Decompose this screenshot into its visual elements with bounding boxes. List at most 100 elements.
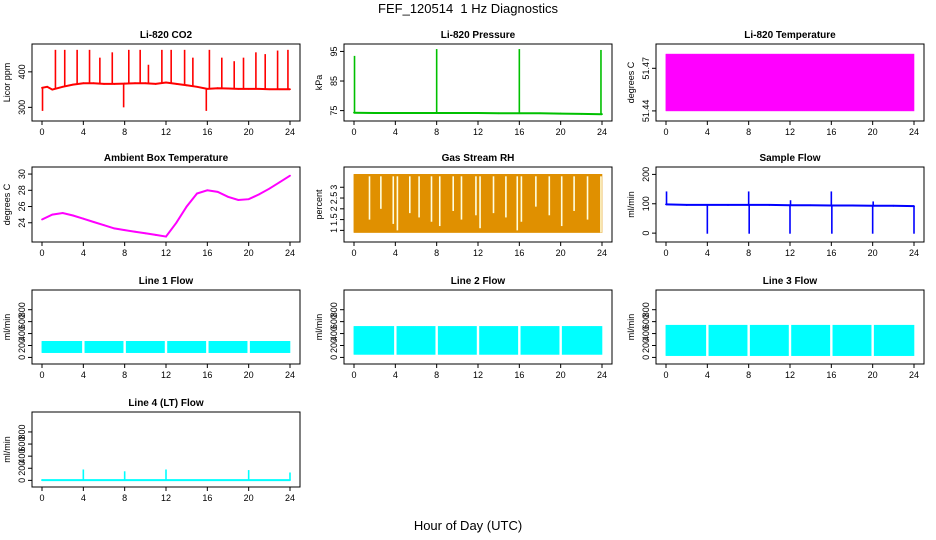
- x-tick-label: 8: [434, 127, 439, 137]
- chart-panel: Line 4 (LT) Flow 0 4 8 12 16 20 24 0 200400600800…: [2, 398, 301, 503]
- data-point: [154, 234, 157, 236]
- y-tick-label: 600: [17, 314, 27, 329]
- data-point: [394, 112, 397, 114]
- x-tick-label: 24: [909, 127, 919, 137]
- data-gap: [164, 340, 168, 354]
- data-point: [727, 204, 729, 206]
- y-tick-label: 600: [329, 314, 339, 329]
- data-point: [268, 88, 271, 91]
- data-point: [144, 232, 147, 235]
- data-point: [539, 112, 541, 115]
- y-tick-label: 100: [641, 196, 651, 211]
- series-group: [353, 325, 603, 356]
- x-tick-label: 4: [705, 127, 710, 137]
- x-tick-label: 12: [785, 248, 795, 258]
- x-tick-label: 20: [868, 370, 878, 380]
- data-point: [61, 85, 64, 88]
- x-tick-label: 24: [597, 127, 607, 137]
- data-point: [113, 83, 116, 85]
- x-tick-label: 8: [434, 370, 439, 380]
- y-axis-label: percent: [314, 189, 324, 220]
- data-gap: [747, 324, 750, 357]
- x-tick-label: 8: [122, 493, 127, 503]
- data-point: [497, 112, 500, 115]
- y-tick-label: 2: [329, 206, 339, 211]
- x-tick-label: 24: [909, 370, 919, 380]
- x-tick-label: 16: [514, 248, 524, 258]
- chart-title: Line 4 (LT) Flow: [128, 398, 204, 409]
- x-tick-label: 4: [705, 370, 710, 380]
- data-point: [258, 87, 260, 90]
- chart-panel: Li-820 CO2 0 4 8 12 16 20 24 300 400 Licor ppm: [2, 30, 301, 137]
- x-tick-label: 0: [351, 248, 356, 258]
- data-point: [237, 87, 240, 90]
- x-tick-label: 8: [746, 127, 751, 137]
- x-tick-label: 16: [202, 127, 212, 137]
- x-tick-label: 24: [285, 248, 295, 258]
- y-tick-label: 800: [641, 302, 651, 317]
- x-tick-label: 4: [81, 248, 86, 258]
- data-point: [134, 82, 136, 85]
- x-tick-label: 0: [351, 127, 356, 137]
- y-tick-label: 1.5: [329, 213, 339, 226]
- data-point: [175, 221, 178, 224]
- data-point: [113, 227, 116, 230]
- data-point: [373, 112, 376, 114]
- x-tick-label: 16: [514, 370, 524, 380]
- data-point: [196, 85, 198, 88]
- series-group: [665, 324, 915, 357]
- x-tick-label: 0: [663, 370, 668, 380]
- y-tick-label: 200: [641, 338, 651, 353]
- x-tick-label: 4: [81, 493, 86, 503]
- data-point: [175, 83, 178, 85]
- x-tick-label: 20: [556, 248, 566, 258]
- y-tick-label: 0: [641, 355, 651, 360]
- data-point: [247, 198, 250, 201]
- data-point: [289, 174, 291, 177]
- x-tick-label: 12: [785, 370, 795, 380]
- x-tick-label: 0: [663, 248, 668, 258]
- chart-title: Sample Flow: [759, 153, 820, 164]
- series-group: [665, 191, 915, 234]
- x-tick-label: 8: [122, 370, 127, 380]
- y-tick-label: 95: [329, 46, 339, 56]
- data-gap: [830, 324, 833, 357]
- x-tick-label: 24: [597, 248, 607, 258]
- data-point: [258, 193, 260, 196]
- x-tick-label: 16: [826, 127, 836, 137]
- y-axis-label: kPa: [314, 75, 324, 91]
- data-gap: [559, 325, 562, 356]
- data-gap: [788, 324, 792, 357]
- data-point: [580, 112, 583, 115]
- y-tick-label: 800: [17, 302, 27, 317]
- data-point: [72, 214, 74, 217]
- y-tick-label: 600: [641, 314, 651, 329]
- chart-title: Li-820 CO2: [140, 30, 193, 41]
- data-point: [165, 81, 167, 84]
- data-point: [92, 82, 95, 85]
- x-tick-label: 20: [556, 370, 566, 380]
- x-tick-label: 4: [81, 127, 86, 137]
- x-tick-label: 4: [393, 248, 398, 258]
- y-axis-label: degrees C: [626, 61, 636, 103]
- x-tick-label: 12: [785, 127, 795, 137]
- y-tick-label: 51.44: [641, 100, 651, 123]
- data-point: [154, 83, 157, 85]
- data-point: [559, 112, 562, 115]
- plot-frame: [343, 43, 613, 122]
- x-tick-label: 4: [81, 370, 86, 380]
- data-point: [278, 88, 281, 91]
- data-point: [809, 204, 812, 207]
- y-tick-label: 800: [329, 302, 339, 317]
- y-tick-label: 0: [641, 231, 651, 236]
- chart-title: Li-820 Pressure: [441, 30, 516, 41]
- data-point: [278, 181, 281, 184]
- y-tick-label: 200: [329, 338, 339, 353]
- y-axis-label: ml/min: [626, 314, 636, 341]
- data-point: [103, 224, 105, 227]
- x-tick-label: 24: [285, 127, 295, 137]
- data-point: [72, 83, 74, 86]
- series-group: [41, 174, 291, 238]
- x-axis-label: Hour of Day (UTC): [413, 518, 523, 533]
- y-axis-label: degrees C: [2, 183, 12, 225]
